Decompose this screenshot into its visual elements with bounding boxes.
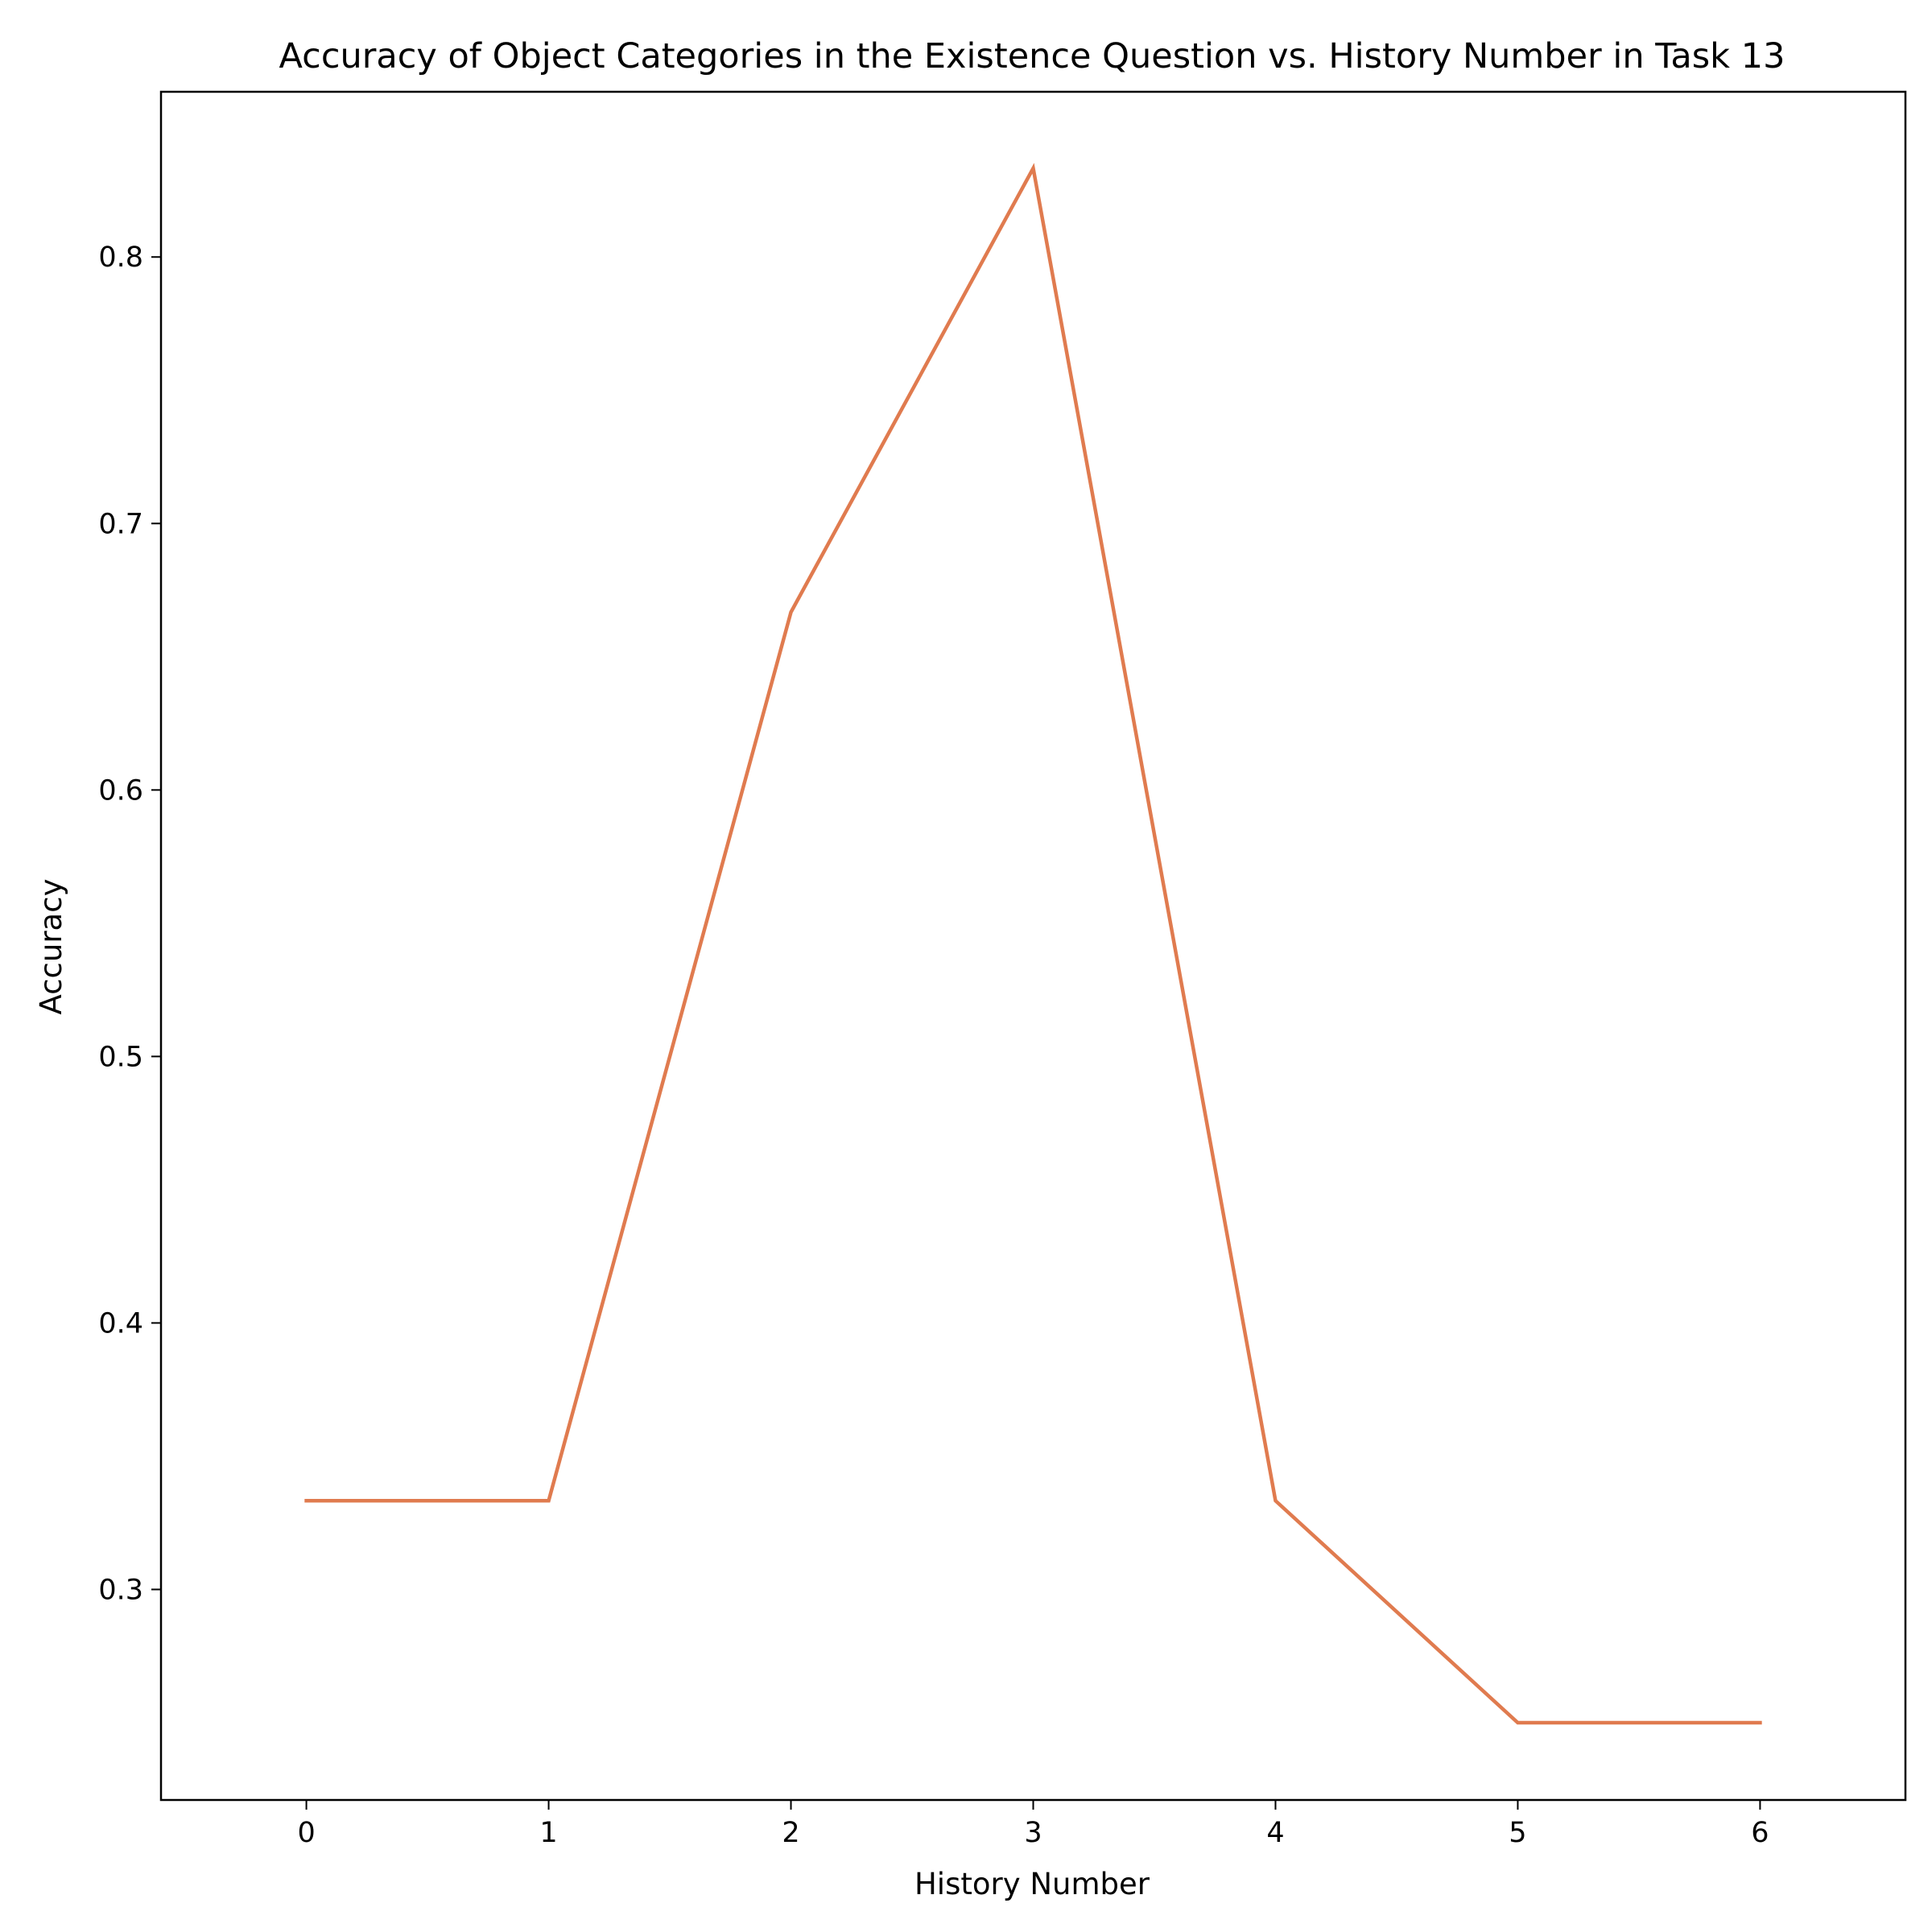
x-tick-label: 2 (782, 1817, 799, 1849)
y-tick-label: 0.4 (98, 1307, 143, 1340)
x-tick-label: 1 (539, 1817, 557, 1849)
x-tick-label: 3 (1024, 1817, 1042, 1849)
x-axis-label: History Number (914, 1867, 1150, 1901)
x-tick-label: 4 (1266, 1817, 1284, 1849)
y-tick-label: 0.6 (98, 774, 143, 807)
y-tick-label: 0.7 (98, 508, 143, 540)
x-tick-label: 5 (1509, 1817, 1526, 1849)
y-axis-label: Accuracy (34, 879, 68, 1015)
series-layer (304, 163, 1762, 1725)
x-axis: 0 1 2 3 4 5 6 (297, 1800, 1769, 1849)
y-tick-label: 0.3 (98, 1574, 143, 1606)
series-line-0 (304, 163, 1762, 1725)
x-tick-label: 6 (1751, 1817, 1769, 1849)
y-tick-label: 0.5 (98, 1041, 143, 1073)
y-axis: 0.3 0.4 0.5 0.6 0.7 0.8 (98, 242, 161, 1606)
x-tick-label: 0 (297, 1817, 315, 1849)
y-tick-label: 0.8 (98, 242, 143, 274)
chart-title: Accuracy of Object Categories in the Exi… (279, 36, 1785, 76)
